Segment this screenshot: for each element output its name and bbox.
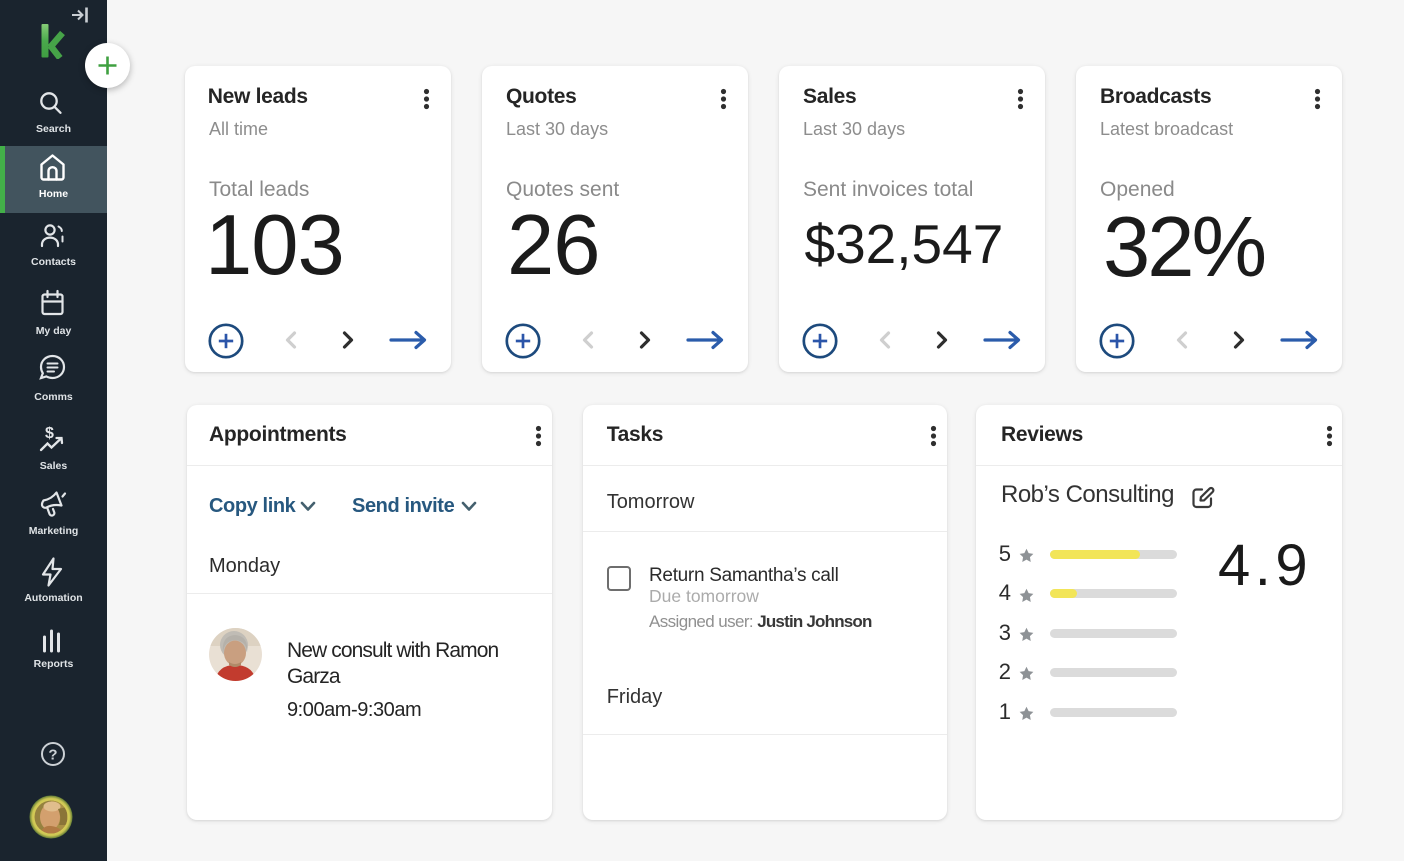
svg-text:?: ? (48, 747, 57, 764)
svg-text:$: $ (45, 425, 54, 442)
